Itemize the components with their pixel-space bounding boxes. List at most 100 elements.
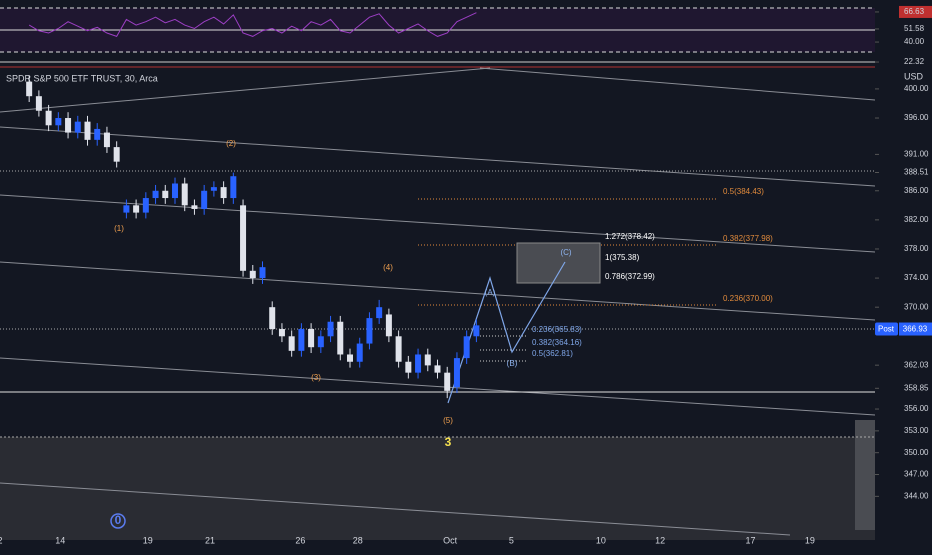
annotation: 0.786(372.99) <box>605 272 655 281</box>
x-tick-label: 14 <box>55 535 65 545</box>
x-tick-label: 2 <box>0 535 3 545</box>
candle-body <box>74 121 81 133</box>
candle-body <box>337 321 344 355</box>
x-tick-label: 10 <box>596 535 606 545</box>
candle-body <box>434 365 441 373</box>
target-box <box>516 242 601 284</box>
trendline <box>0 357 876 416</box>
last-price-bg <box>899 322 932 336</box>
candle-body <box>152 190 159 199</box>
candle-body <box>210 187 217 191</box>
annotation: 1.272(378.42) <box>605 232 655 241</box>
candle-body <box>142 198 149 213</box>
candle-body <box>94 128 101 140</box>
x-tick-label: 28 <box>353 535 363 545</box>
y-tick-label: 40.00 <box>904 37 925 46</box>
annotation: (5) <box>443 416 453 425</box>
x-tick-label: 12 <box>655 535 665 545</box>
candle-body <box>473 325 480 337</box>
circle-marker <box>110 513 126 529</box>
y-tick-label: 344.00 <box>904 491 929 500</box>
annotation: 0.382(364.16) <box>532 338 582 347</box>
x-tick-label: 26 <box>295 535 305 545</box>
annotation: (3) <box>311 373 321 382</box>
y-tick-label: 353.00 <box>904 426 929 435</box>
rsi-badge <box>899 5 932 18</box>
annotation: (1) <box>114 224 124 233</box>
candle-body <box>201 190 208 209</box>
candle-body <box>181 183 188 206</box>
y-tick-label: 400.00 <box>904 84 929 93</box>
fib-lines-b <box>480 335 528 362</box>
x-tick-label: 17 <box>746 535 756 545</box>
post-tag-bg <box>875 322 898 336</box>
y-tick-label: 350.00 <box>904 448 929 457</box>
candle-body <box>133 205 140 213</box>
candle-body <box>65 118 72 133</box>
candle-body <box>172 183 178 199</box>
trendline <box>479 67 876 101</box>
candle-body <box>405 361 412 373</box>
y-tick-label: 362.03 <box>904 360 929 369</box>
annotation: (C) <box>560 248 571 257</box>
candle-body <box>376 307 383 319</box>
annotation: 3 <box>445 435 452 449</box>
candle-body <box>366 318 373 344</box>
candle-body <box>35 96 42 111</box>
candle-body <box>317 336 324 348</box>
y-tick-label: 358.85 <box>904 383 929 392</box>
candle-body <box>103 132 110 148</box>
candle-body <box>220 187 227 199</box>
y-tick-label: 378.00 <box>904 244 929 253</box>
y-tick-label: 370.00 <box>904 302 929 311</box>
y-tick-label: 388.51 <box>904 168 929 177</box>
candle-body <box>230 176 237 199</box>
y-tick-label: 356.00 <box>904 404 929 413</box>
trendline <box>0 126 876 187</box>
annotation: (2) <box>226 139 236 148</box>
candle-body <box>453 358 460 388</box>
y-tick-label: 347.00 <box>904 470 929 479</box>
candle-body <box>240 205 247 271</box>
trendlines <box>0 67 876 536</box>
candle-body <box>444 372 451 391</box>
candle-body <box>415 354 422 373</box>
candle-body <box>356 343 363 362</box>
annotation: (4) <box>383 263 393 272</box>
candle-body <box>45 110 52 126</box>
candle-body <box>191 205 198 209</box>
candle-body <box>463 336 470 359</box>
x-tick-label: Oct <box>443 535 458 545</box>
annotation: 0.5(384.43) <box>723 187 764 196</box>
x-tick-label: 19 <box>805 535 815 545</box>
candle-body <box>55 118 62 126</box>
candle-body <box>278 329 285 337</box>
y-tick-label: 382.00 <box>904 215 929 224</box>
candle-body <box>347 354 353 362</box>
candle-body <box>269 307 276 330</box>
candle-body <box>298 329 305 351</box>
candle-body <box>327 321 334 337</box>
trendline <box>0 482 791 536</box>
candle-body <box>26 81 33 97</box>
last-price-label: 366.93 <box>903 325 928 334</box>
candle-body <box>308 329 315 348</box>
candle-body <box>113 147 120 162</box>
annotation: (B) <box>507 359 518 368</box>
annotation: 0 <box>115 513 122 527</box>
annotation: 0.236(370.00) <box>723 294 773 303</box>
annotation: 0.382(377.98) <box>723 234 773 243</box>
candle-body <box>424 354 431 366</box>
candle-body <box>249 270 256 279</box>
post-tag: Post <box>878 325 895 334</box>
chart-title: SPDR S&P 500 ETF TRUST, 30, Arca <box>6 73 158 83</box>
y-tick-label: 396.00 <box>904 113 929 122</box>
candle-body <box>84 121 91 140</box>
x-tick-label: 5 <box>509 535 514 545</box>
annotation: 1(375.38) <box>605 253 640 262</box>
currency: USD <box>904 71 924 81</box>
y-tick-label: 391.00 <box>904 150 929 159</box>
trendline <box>0 261 876 321</box>
